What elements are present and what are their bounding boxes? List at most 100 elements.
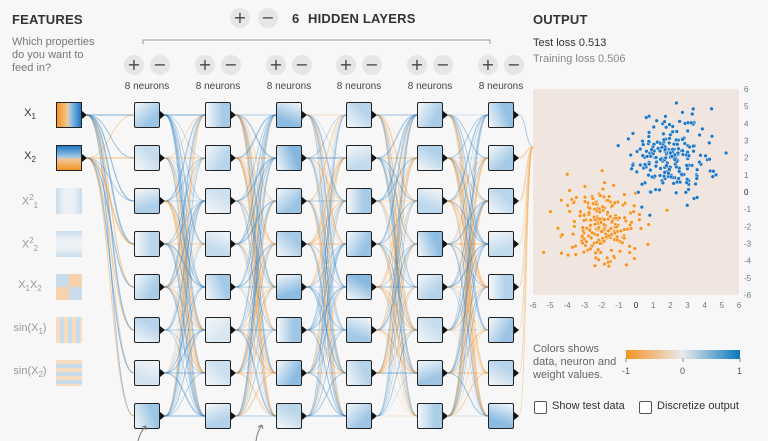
weight-link[interactable] [164,114,206,202]
weight-link[interactable] [235,200,277,331]
weight-link[interactable] [164,157,206,374]
weight-link[interactable] [376,243,418,417]
weight-link[interactable] [306,200,347,245]
weight-link[interactable] [164,200,206,331]
weight-link[interactable] [376,200,418,374]
weight-link[interactable] [376,114,418,331]
weight-link[interactable] [164,114,206,374]
weight-link[interactable] [376,157,418,417]
neuron-4-7[interactable] [417,403,443,429]
weight-link[interactable] [235,243,277,417]
weight-link[interactable] [235,114,277,202]
weight-link[interactable] [164,286,206,374]
weight-link[interactable] [376,286,418,417]
add-neuron-button-4[interactable]: + [407,55,427,75]
neuron-2-3[interactable] [276,231,302,257]
neuron-5-3[interactable] [488,231,514,257]
feature-toggle-2[interactable] [56,188,82,214]
weight-link[interactable] [447,157,489,374]
weight-link[interactable] [447,286,489,331]
weight-link[interactable] [376,114,418,202]
neuron-5-5[interactable] [488,317,514,343]
weight-link[interactable] [235,243,277,417]
neuron-2-4[interactable] [276,274,302,300]
weight-link[interactable] [164,243,206,288]
weight-link[interactable] [86,114,135,331]
weight-link[interactable] [306,286,347,331]
weight-link[interactable] [235,286,277,417]
weight-link[interactable] [306,200,347,417]
neuron-1-4[interactable] [205,274,231,300]
weight-link[interactable] [306,200,347,417]
weight-link[interactable] [447,286,489,417]
weight-link[interactable] [306,157,347,417]
weight-link[interactable] [86,157,135,374]
weight-link[interactable] [376,157,418,202]
weight-link[interactable] [376,114,418,288]
weight-link[interactable] [447,200,489,245]
weight-link[interactable] [86,114,135,202]
weight-link[interactable] [164,329,206,417]
weight-link[interactable] [376,372,418,417]
weight-link[interactable] [235,157,277,202]
weight-link[interactable] [235,372,277,417]
weight-link[interactable] [376,372,418,417]
weight-link[interactable] [447,372,489,417]
weight-link[interactable] [86,114,135,159]
weight-link[interactable] [164,157,206,288]
weight-link[interactable] [164,286,206,331]
weight-link[interactable] [376,200,418,245]
weight-link[interactable] [447,243,489,288]
add-layer-button[interactable]: + [230,8,250,28]
weight-link[interactable] [306,157,347,417]
weight-link[interactable] [376,286,418,374]
weight-link[interactable] [376,286,418,331]
weight-link[interactable] [306,329,347,417]
weight-link[interactable] [235,114,277,288]
weight-link[interactable] [306,157,347,288]
weight-link[interactable] [376,243,418,288]
weight-link[interactable] [376,114,418,159]
neuron-0-6[interactable] [134,360,160,386]
weight-link[interactable] [164,329,206,374]
weight-link[interactable] [306,243,347,374]
weight-link[interactable] [235,114,277,374]
weight-link[interactable] [164,114,206,331]
weight-link[interactable] [306,114,347,202]
weight-link[interactable] [447,200,489,374]
weight-link[interactable] [235,286,277,374]
weight-link[interactable] [164,329,206,374]
weight-link[interactable] [306,114,347,288]
neuron-2-2[interactable] [276,188,302,214]
weight-link[interactable] [164,157,206,417]
weight-link[interactable] [306,372,347,417]
neuron-2-6[interactable] [276,360,302,386]
weight-link[interactable] [86,157,135,331]
weight-link[interactable] [447,114,489,374]
weight-link[interactable] [447,200,489,417]
add-neuron-button-1[interactable]: + [195,55,215,75]
weight-link[interactable] [447,157,489,202]
weight-link[interactable] [164,243,206,417]
weight-link[interactable] [447,157,489,288]
neuron-3-4[interactable] [346,274,372,300]
weight-link[interactable] [306,286,347,374]
weight-link[interactable] [376,200,418,417]
weight-link[interactable] [164,157,206,288]
weight-link[interactable] [447,114,489,202]
weight-link[interactable] [376,243,418,331]
weight-link[interactable] [235,157,277,374]
weight-link[interactable] [447,114,489,202]
weight-link[interactable] [447,157,489,202]
neuron-3-1[interactable] [346,145,372,171]
weight-link[interactable] [518,146,534,417]
weight-link[interactable] [164,157,206,374]
weight-link[interactable] [376,243,418,374]
feature-toggle-4[interactable] [56,274,82,300]
weight-link[interactable] [86,157,135,202]
weight-link[interactable] [164,114,206,417]
weight-link[interactable] [235,286,277,374]
weight-link[interactable] [164,286,206,374]
weight-link[interactable] [235,157,277,202]
neuron-5-7[interactable] [488,403,514,429]
